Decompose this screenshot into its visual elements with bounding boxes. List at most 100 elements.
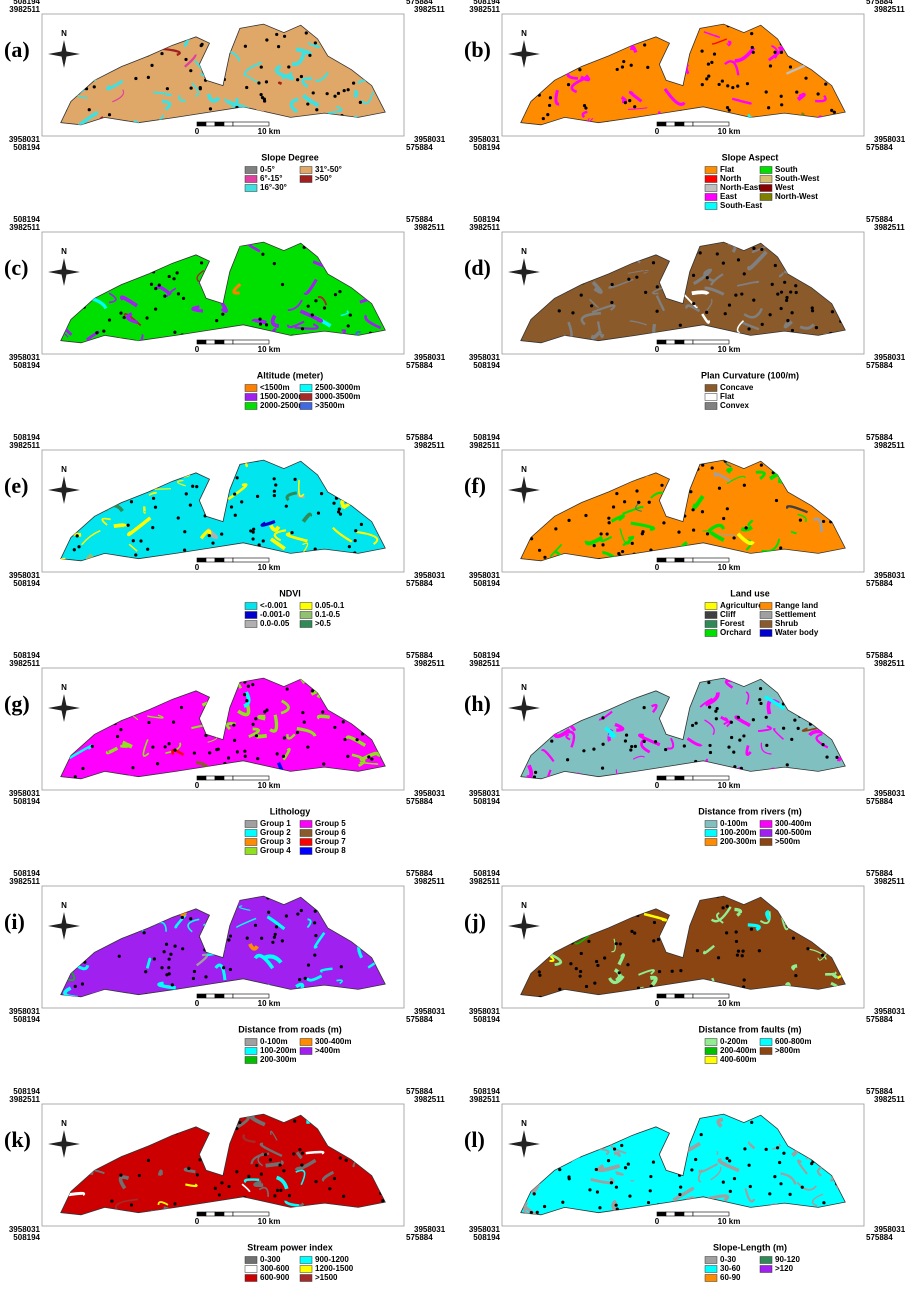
landslide-point — [368, 492, 371, 495]
landslide-point — [121, 47, 124, 50]
landslide-point — [287, 678, 290, 681]
landslide-point — [387, 26, 390, 29]
landslide-point — [668, 53, 671, 56]
map-class-patch — [620, 563, 640, 571]
map-class-patch — [357, 1101, 366, 1111]
landslide-point — [177, 292, 180, 295]
landslide-point — [281, 283, 284, 286]
scale-segment — [215, 776, 224, 780]
landslide-point — [758, 949, 761, 952]
map-class-patch — [622, 97, 626, 101]
landslide-point — [342, 1195, 345, 1198]
scale-label: 0 — [195, 999, 200, 1008]
landslide-point — [257, 81, 260, 84]
map-class-patch — [287, 995, 297, 1001]
landslide-point — [338, 290, 341, 293]
landslide-point — [839, 992, 842, 995]
landslide-point — [571, 311, 574, 314]
landslide-point — [541, 509, 544, 512]
map-class-patch — [297, 456, 308, 458]
map-class-patch — [618, 998, 627, 1013]
landslide-point — [84, 1166, 87, 1169]
landslide-point — [270, 1113, 273, 1116]
landslide-point — [378, 250, 381, 253]
landslide-point — [730, 736, 733, 739]
landslide-point — [268, 1205, 271, 1208]
map-class-patch — [376, 122, 392, 130]
landslide-point — [138, 1174, 141, 1177]
landslide-point — [709, 751, 712, 754]
map-class-patch — [521, 671, 541, 681]
legend-swatch — [760, 176, 772, 183]
landslide-point — [135, 1126, 138, 1129]
landslide-point — [544, 470, 547, 473]
landslide-point — [794, 974, 797, 977]
landslide-point — [726, 84, 729, 87]
landslide-point — [808, 37, 811, 40]
legend-swatch — [705, 821, 717, 828]
landslide-point — [633, 932, 636, 935]
landslide-point — [110, 1199, 113, 1202]
landslide-point — [649, 684, 652, 687]
scale-label: 0 — [195, 127, 200, 136]
landslide-point — [108, 318, 111, 321]
landslide-point — [139, 539, 142, 542]
map-class-patch — [553, 273, 560, 282]
map-class-patch — [112, 278, 120, 286]
map-class-patch — [205, 455, 215, 469]
map-class-patch — [703, 531, 710, 532]
landslide-point — [314, 910, 317, 913]
legend-label: Flat — [720, 165, 735, 174]
landslide-point — [515, 532, 518, 535]
legend-swatch — [300, 394, 312, 401]
landslide-point — [108, 1144, 111, 1147]
legend-swatch — [705, 194, 717, 201]
map-class-patch — [383, 969, 394, 971]
landslide-point — [292, 1152, 295, 1155]
map-class-patch — [573, 471, 593, 485]
legend-swatch — [245, 403, 257, 410]
map-class-patch — [329, 912, 345, 914]
map-class-patch — [147, 1110, 163, 1122]
map-class-patch — [831, 1169, 842, 1181]
landslide-point — [254, 924, 257, 927]
map-class-patch — [506, 476, 526, 482]
landslide-point — [381, 289, 384, 292]
landslide-point — [824, 82, 827, 85]
map-class-patch — [554, 559, 573, 564]
map-panel: 5081943982511575884398251139580315081943… — [464, 651, 906, 846]
landslide-point — [176, 271, 179, 274]
landslide-point — [705, 77, 708, 80]
legend-title: Distance from faults (m) — [698, 1024, 801, 1034]
map-class-patch — [598, 1124, 601, 1129]
landslide-point — [691, 693, 694, 696]
map-class-patch — [125, 473, 128, 481]
landslide-point — [530, 245, 533, 248]
landslide-point — [227, 1185, 230, 1188]
landslide-point — [718, 487, 721, 490]
landslide-point — [585, 985, 588, 988]
coordinate-label: 575884 — [866, 143, 893, 152]
map-class-patch — [319, 716, 330, 718]
legend-swatch — [245, 1057, 257, 1064]
landslide-point — [706, 276, 709, 279]
landslide-point — [347, 88, 350, 91]
map-class-patch — [340, 17, 360, 31]
map-class-patch — [762, 1205, 777, 1220]
landslide-point — [158, 284, 161, 287]
landslide-point — [171, 983, 174, 986]
map-class-patch — [271, 442, 280, 455]
scale-segment — [675, 558, 684, 562]
landslide-point — [689, 490, 692, 493]
landslide-point — [654, 740, 657, 743]
landslide-point — [802, 774, 805, 777]
landslide-point — [200, 44, 203, 47]
landslide-point — [108, 57, 111, 60]
legend-swatch — [705, 1257, 717, 1264]
legend-label: 0-200m — [720, 1037, 748, 1046]
north-label: N — [61, 29, 67, 38]
landslide-point — [538, 974, 541, 977]
landslide-point — [619, 942, 622, 945]
landslide-point — [712, 23, 715, 26]
landslide-point — [232, 337, 235, 340]
